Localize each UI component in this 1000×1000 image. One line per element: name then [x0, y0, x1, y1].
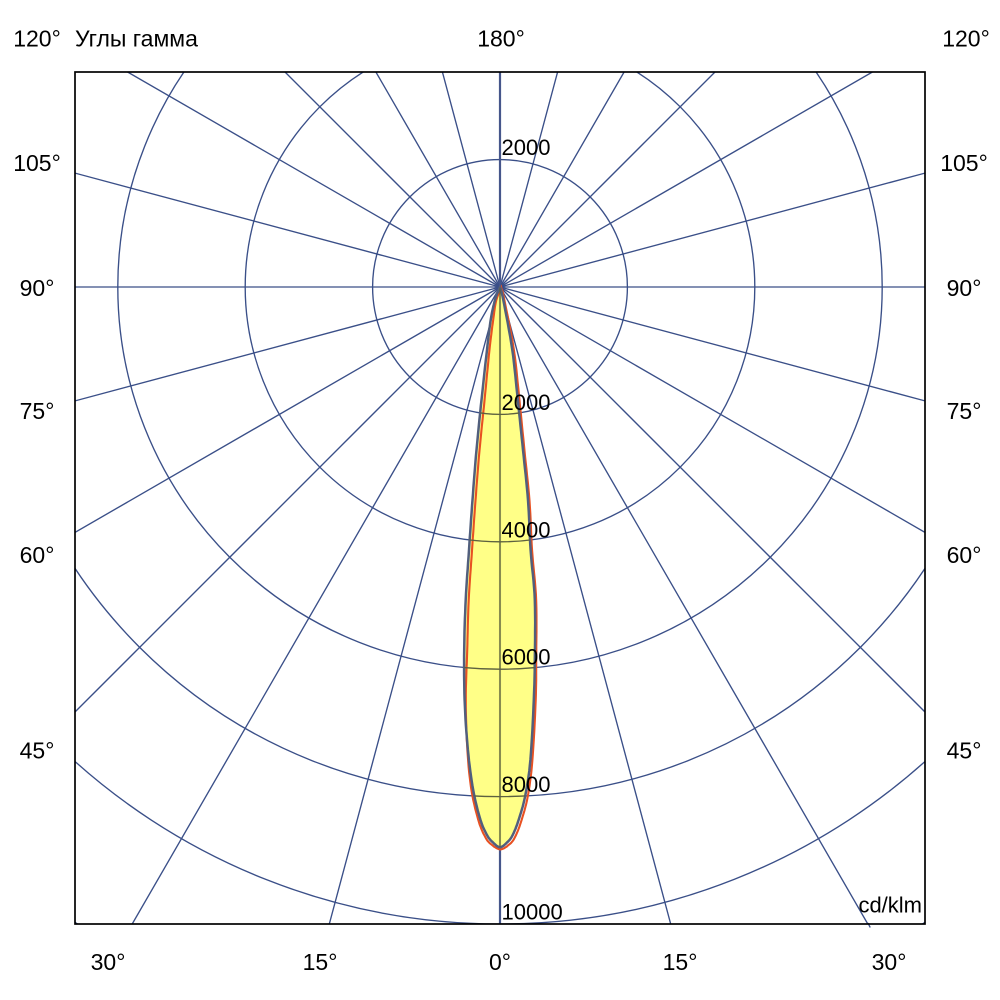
svg-text:90°: 90°: [20, 275, 55, 301]
svg-text:90°: 90°: [947, 275, 982, 301]
svg-text:Углы гамма: Углы гамма: [75, 26, 198, 52]
svg-text:45°: 45°: [947, 738, 982, 764]
svg-text:60°: 60°: [20, 542, 55, 568]
svg-text:105°: 105°: [13, 150, 61, 176]
svg-text:4000: 4000: [502, 517, 551, 542]
svg-text:105°: 105°: [940, 150, 988, 176]
svg-text:30°: 30°: [91, 949, 126, 975]
svg-text:15°: 15°: [303, 949, 338, 975]
svg-text:6000: 6000: [502, 645, 551, 670]
svg-text:30°: 30°: [872, 949, 907, 975]
svg-text:60°: 60°: [947, 542, 982, 568]
svg-text:10000: 10000: [502, 900, 563, 925]
svg-text:75°: 75°: [20, 398, 55, 424]
svg-text:180°: 180°: [477, 26, 525, 52]
svg-text:cd/klm: cd/klm: [858, 893, 922, 918]
svg-text:0°: 0°: [489, 949, 511, 975]
svg-text:2000: 2000: [502, 135, 551, 160]
svg-text:75°: 75°: [947, 398, 982, 424]
svg-text:8000: 8000: [502, 772, 551, 797]
svg-text:120°: 120°: [13, 26, 61, 52]
svg-text:15°: 15°: [663, 949, 698, 975]
svg-text:2000: 2000: [502, 390, 551, 415]
svg-text:45°: 45°: [20, 738, 55, 764]
svg-text:120°: 120°: [942, 26, 990, 52]
